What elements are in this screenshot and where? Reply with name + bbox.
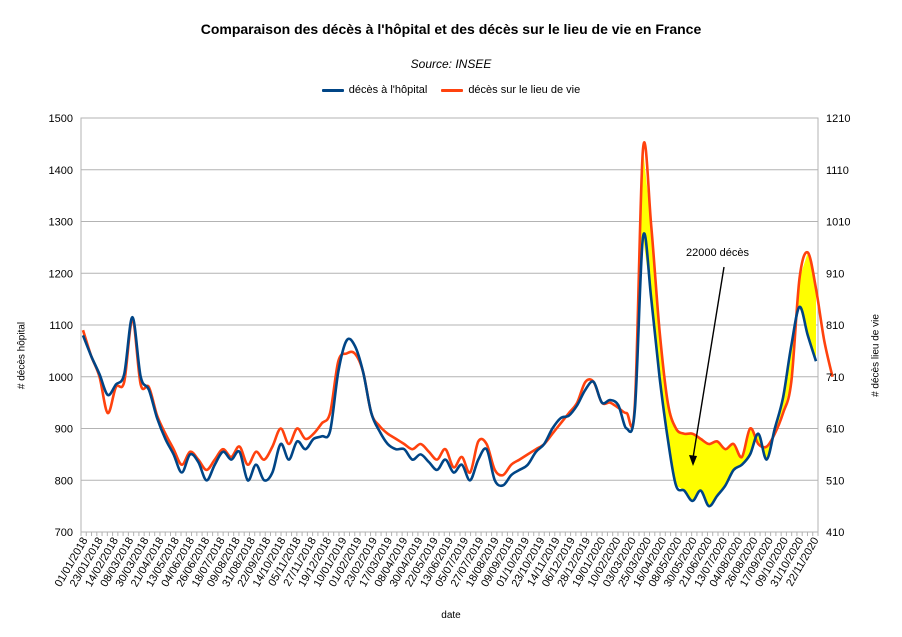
legend-label-lieu-de-vie: décès sur le lieu de vie: [468, 84, 581, 96]
y-tick-left: 700: [55, 527, 73, 539]
y-tick-left: 1100: [49, 320, 73, 332]
legend-swatch-lieu-de-vie: [441, 88, 464, 92]
legend-item-hopital: décès à l'hôpital: [321, 84, 428, 96]
series-line-hopital: [81, 232, 818, 508]
y-tick-right: 1110: [826, 165, 849, 177]
y-ticks-left: 700 800 900 1000 1100 1200 1300 1400 1500: [49, 113, 73, 539]
annotation-arrow-head: [689, 455, 697, 466]
y-ticks-right: 410 510 610 710 810 910 1010 1110 1210: [826, 113, 850, 539]
y-axis-label-left: # décès hôpital: [16, 321, 28, 390]
fill-area: [634, 149, 816, 507]
x-ticks: 01/01/201823/01/201814/02/201808/03/2018…: [53, 532, 822, 589]
annotation: 22000 décès: [686, 247, 749, 466]
y-tick-right: 610: [826, 424, 844, 436]
legend: décès à l'hôpital décès sur le lieu de v…: [0, 84, 902, 96]
y-tick-left: 1300: [49, 217, 73, 229]
y-tick-left: 1500: [49, 113, 73, 125]
y-tick-right: 1010: [826, 217, 850, 229]
legend-label-hopital: décès à l'hôpital: [348, 84, 428, 96]
y-axis-label-right: # décès lieu de vie: [870, 314, 882, 397]
legend-swatch-hopital: [321, 88, 344, 92]
y-tick-left: 800: [55, 475, 73, 487]
chart-subtitle: Source: INSEE: [410, 57, 492, 71]
legend-item-lieu-de-vie: décès sur le lieu de vie: [441, 84, 580, 96]
y-tick-right: 1210: [826, 113, 850, 125]
annotation-arrow-line: [692, 266, 725, 459]
series-line-lieu-de-vie: [81, 141, 834, 477]
y-tick-left: 1400: [49, 165, 73, 177]
chart-title: Comparaison des décès à l'hôpital et des…: [200, 21, 702, 37]
y-tick-right: 710: [826, 372, 844, 384]
y-tick-left: 1200: [49, 268, 73, 280]
annotation-text: 22000 décès: [686, 247, 749, 259]
y-tick-left: 900: [55, 424, 73, 436]
y-tick-right: 410: [826, 527, 844, 539]
y-tick-right: 510: [826, 475, 844, 487]
y-tick-left: 1000: [49, 372, 73, 384]
series-group: [81, 141, 834, 508]
y-tick-right: 810: [826, 320, 844, 332]
x-axis-label: date: [441, 610, 461, 621]
y-tick-right: 910: [826, 268, 844, 280]
